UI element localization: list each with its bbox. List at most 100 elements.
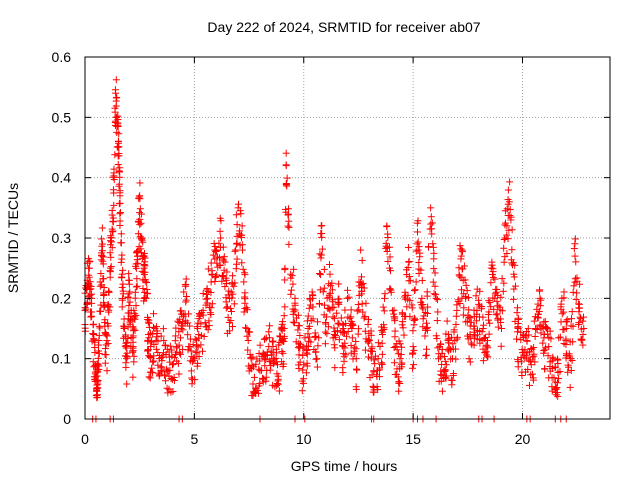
data-point: [418, 294, 426, 302]
data-point: [500, 236, 508, 244]
data-point: [504, 200, 512, 208]
data-point: [108, 244, 116, 252]
data-point: [281, 303, 289, 311]
data-point: [140, 294, 148, 302]
data-point: [352, 385, 360, 393]
data-point: [192, 348, 200, 356]
data-point: [424, 243, 432, 251]
data-point: [204, 326, 212, 334]
data-point: [82, 305, 90, 313]
data-point: [88, 299, 96, 307]
data-point: [452, 320, 460, 328]
data-point: [106, 303, 114, 311]
data-point: [116, 210, 124, 218]
data-point: [238, 222, 246, 230]
data-point: [433, 335, 441, 343]
data-point: [131, 310, 139, 318]
data-point: [310, 345, 318, 353]
data-point: [501, 221, 509, 229]
data-point: [509, 295, 517, 303]
data-point: [295, 339, 303, 347]
data-point: [409, 327, 417, 335]
data-point: [546, 327, 554, 335]
data-point: [458, 248, 466, 256]
data-point: [573, 289, 581, 297]
data-point: [136, 205, 144, 213]
y-tick-label: 0.4: [52, 170, 72, 186]
data-point: [326, 270, 334, 278]
data-point: [177, 350, 185, 358]
data-point: [321, 301, 329, 309]
x-tick-label: 10: [296, 431, 312, 447]
data-point: [531, 358, 539, 366]
data-point: [227, 317, 235, 325]
data-point: [415, 243, 423, 251]
data-point: [119, 266, 127, 274]
data-point: [572, 258, 580, 266]
data-point: [268, 338, 276, 346]
data-point: [106, 249, 114, 257]
data-point: [87, 285, 95, 293]
data-point: [94, 376, 102, 384]
data-point: [456, 272, 464, 280]
data-point: [349, 321, 357, 329]
data-point: [401, 288, 409, 296]
data-point: [523, 328, 531, 336]
data-point: [428, 219, 436, 227]
data-point: [104, 320, 112, 328]
data-point: [105, 287, 113, 295]
data-point: [269, 337, 277, 345]
data-point: [487, 264, 495, 272]
data-point: [579, 341, 587, 349]
data-point: [141, 294, 149, 302]
data-point: [472, 292, 480, 300]
data-point: [117, 239, 125, 247]
data-point: [184, 346, 192, 354]
data-point: [232, 246, 240, 254]
data-point: [112, 94, 120, 102]
data-point: [241, 293, 249, 301]
data-point: [410, 346, 418, 354]
data-point: [143, 286, 151, 294]
data-point: [458, 286, 466, 294]
data-point: [115, 180, 123, 188]
data-point: [347, 306, 355, 314]
data-point: [158, 357, 166, 365]
data-point: [256, 341, 264, 349]
data-point: [335, 298, 343, 306]
data-point: [275, 387, 283, 395]
data-point: [110, 201, 118, 209]
data-point: [223, 268, 231, 276]
data-point: [360, 314, 368, 322]
data-point: [227, 288, 235, 296]
data-point: [428, 230, 436, 238]
data-point: [475, 313, 483, 321]
data-point: [330, 314, 338, 322]
data-point: [484, 344, 492, 352]
data-point: [235, 200, 243, 208]
data-point: [560, 325, 568, 333]
data-point: [187, 367, 195, 375]
data-point: [335, 280, 343, 288]
data-point: [563, 316, 571, 324]
x-tick-label: 15: [405, 431, 421, 447]
data-point: [470, 325, 478, 333]
data-point: [117, 258, 125, 266]
data-point: [150, 341, 158, 349]
data-point: [415, 259, 423, 267]
data-point: [182, 298, 190, 306]
data-point: [119, 295, 127, 303]
data-point: [514, 319, 522, 327]
data-point: [524, 366, 532, 374]
data-point: [94, 341, 102, 349]
data-point: [148, 364, 156, 372]
data-point: [187, 347, 195, 355]
data-point: [322, 320, 330, 328]
data-point: [348, 324, 356, 332]
data-point: [130, 358, 138, 366]
data-point: [296, 358, 304, 366]
data-point: [136, 179, 144, 187]
data-point: [299, 351, 307, 359]
data-point: [498, 307, 506, 315]
data-point: [329, 313, 337, 321]
